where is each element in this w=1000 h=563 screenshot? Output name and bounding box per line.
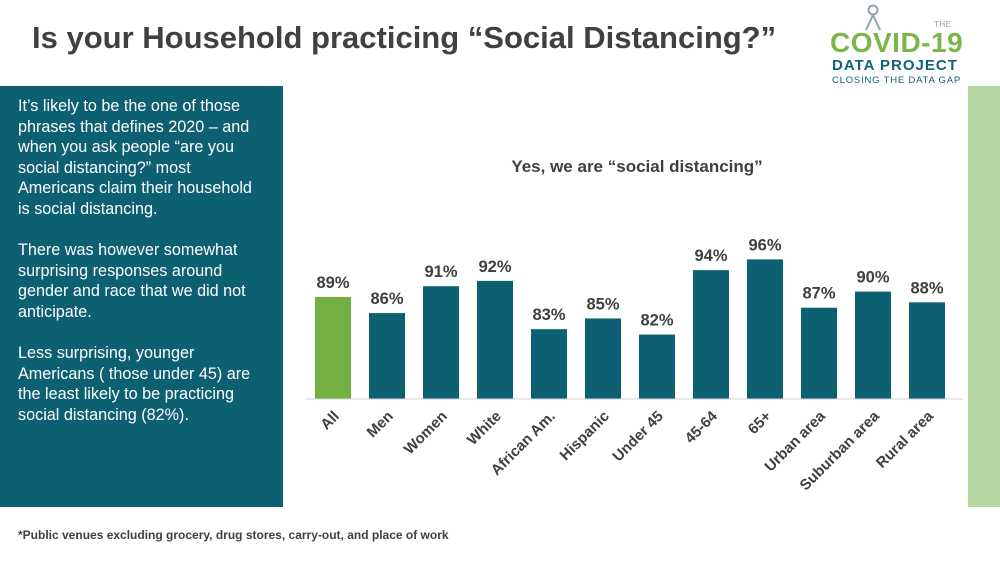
category-label: White xyxy=(464,408,505,449)
data-label: 87% xyxy=(802,285,835,303)
category-label: Rural area xyxy=(873,407,937,471)
sidebar-paragraph: There was however somewhat surprising re… xyxy=(18,241,246,321)
category-label: Hispanic xyxy=(557,408,613,464)
bar xyxy=(369,313,405,399)
page-title: Is your Household practicing “Social Dis… xyxy=(32,20,777,55)
category-label: 45-64 xyxy=(682,407,722,447)
data-label: 91% xyxy=(424,263,457,281)
category-label: 65+ xyxy=(745,408,775,438)
logo-main-text: COVID-19 xyxy=(830,27,964,58)
logo-tagline: CLOSING THE DATA GAP xyxy=(832,75,961,86)
bar xyxy=(801,307,837,399)
chart-title: Yes, we are “social distancing” xyxy=(511,157,762,176)
data-label: 82% xyxy=(640,312,673,330)
bar xyxy=(909,302,945,399)
bar xyxy=(639,334,675,399)
sidebar-paragraph: Less surprising, younger Americans ( tho… xyxy=(18,344,251,424)
data-label: 86% xyxy=(370,290,403,308)
logo-the-text: THE xyxy=(934,20,952,29)
bar xyxy=(315,296,351,399)
data-label: 94% xyxy=(694,247,727,265)
accent-bar xyxy=(968,86,1000,507)
bar xyxy=(693,270,729,399)
sidebar-panel: It’s likely to be the one of those phras… xyxy=(0,86,283,507)
data-label: 83% xyxy=(532,306,565,324)
footnote: *Public venues excluding grocery, drug s… xyxy=(18,528,449,542)
bar xyxy=(423,286,459,399)
bar xyxy=(855,291,891,399)
category-label: All xyxy=(317,408,343,434)
data-label: 90% xyxy=(856,269,889,287)
data-label: 96% xyxy=(748,236,781,254)
bar-chart: Yes, we are “social distancing” 89% All 86… xyxy=(305,157,963,494)
person-icon xyxy=(865,4,881,31)
category-label: Women xyxy=(401,408,451,458)
category-label: Under 45 xyxy=(609,408,666,465)
data-label: 89% xyxy=(316,274,349,292)
data-label: 85% xyxy=(586,295,619,313)
logo-sub-text: DATA PROJECT xyxy=(832,57,958,74)
bar xyxy=(747,259,783,399)
data-label: 88% xyxy=(910,279,943,297)
sidebar-paragraph: It’s likely to be the one of those phras… xyxy=(18,97,252,218)
data-label: 92% xyxy=(478,258,511,276)
bar xyxy=(477,280,513,399)
bar xyxy=(531,329,567,399)
category-label: Men xyxy=(364,408,397,441)
bar xyxy=(585,318,621,399)
